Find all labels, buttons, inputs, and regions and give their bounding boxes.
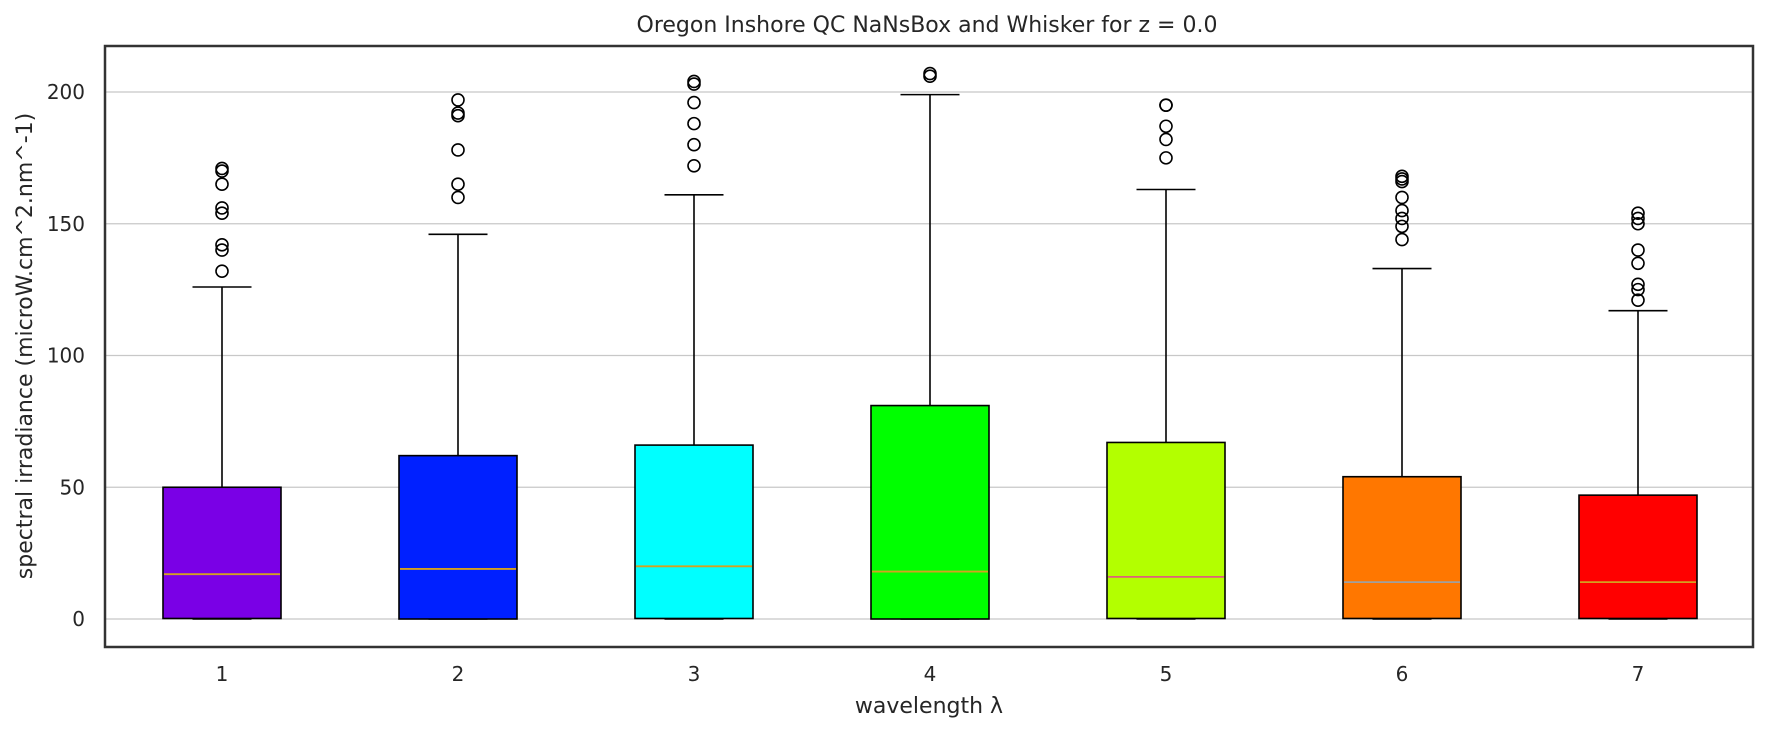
outlier-point bbox=[215, 161, 229, 176]
x-tick-label: 6 bbox=[1396, 662, 1409, 686]
box-series-5 bbox=[1106, 98, 1226, 620]
outlier-point bbox=[1631, 206, 1645, 221]
outlier-point bbox=[1631, 282, 1645, 297]
y-tick-label: 100 bbox=[47, 344, 85, 368]
x-axis-title: wavelength λ bbox=[855, 694, 1003, 719]
y-tick-label: 0 bbox=[72, 607, 85, 631]
outlier-point bbox=[923, 69, 937, 83]
x-tick-label: 3 bbox=[688, 662, 701, 686]
x-tick-label: 2 bbox=[452, 662, 465, 686]
box-series-1 bbox=[162, 161, 282, 620]
outlier-point bbox=[1631, 293, 1645, 307]
outlier-point bbox=[687, 116, 701, 131]
y-tick-labels: 0 50 100 150 200 bbox=[47, 80, 85, 631]
x-tick-labels: 1 2 3 4 5 6 7 bbox=[216, 662, 1645, 686]
box-iqr bbox=[634, 444, 754, 620]
chart-title: Oregon Inshore QC NaNsBox and Whisker fo… bbox=[637, 13, 1218, 38]
plot-frame bbox=[103, 44, 1755, 649]
outlier-point bbox=[215, 238, 229, 252]
box-iqr bbox=[1106, 441, 1226, 620]
outlier-point bbox=[687, 74, 701, 89]
outlier-point bbox=[923, 66, 937, 81]
outlier-point bbox=[215, 264, 229, 278]
x-tick-label: 1 bbox=[216, 662, 229, 686]
box-series-6 bbox=[1342, 169, 1462, 620]
outlier-point bbox=[687, 137, 701, 152]
outlier-point bbox=[687, 158, 701, 173]
outlier-point bbox=[1159, 98, 1173, 112]
outlier-point bbox=[1395, 219, 1409, 234]
outlier-point bbox=[1159, 132, 1173, 147]
outlier-point bbox=[1159, 119, 1173, 134]
outlier-point bbox=[215, 164, 229, 178]
box-series-7 bbox=[1578, 206, 1698, 620]
boxes-group bbox=[162, 66, 1698, 620]
y-gridlines bbox=[105, 91, 1753, 620]
outlier-point bbox=[1631, 256, 1645, 271]
outlier-point bbox=[451, 108, 465, 123]
x-tick-label: 5 bbox=[1160, 662, 1173, 686]
x-tick-label: 7 bbox=[1632, 662, 1645, 686]
y-tick-label: 200 bbox=[47, 80, 85, 104]
outlier-point bbox=[215, 206, 229, 221]
outlier-point bbox=[451, 190, 465, 205]
outlier-point bbox=[687, 95, 701, 110]
x-tick-label: 4 bbox=[924, 662, 937, 686]
outlier-point bbox=[1395, 211, 1409, 226]
outlier-point bbox=[1395, 203, 1409, 218]
outlier-point bbox=[1631, 277, 1645, 292]
box-iqr bbox=[1578, 494, 1698, 620]
outlier-point bbox=[451, 143, 465, 157]
box-series-4 bbox=[870, 66, 990, 620]
box-iqr bbox=[398, 454, 518, 620]
outlier-point bbox=[451, 106, 465, 120]
box-series-3 bbox=[634, 74, 754, 620]
outlier-point bbox=[1159, 151, 1173, 165]
y-tick-label: 50 bbox=[60, 475, 85, 499]
outlier-point bbox=[451, 177, 465, 192]
outlier-point bbox=[1631, 243, 1645, 257]
outlier-point bbox=[451, 93, 465, 107]
y-tick-label: 150 bbox=[47, 212, 85, 236]
box-series-2 bbox=[398, 93, 518, 620]
outlier-point bbox=[215, 243, 229, 257]
outlier-point bbox=[1395, 190, 1409, 205]
outlier-point bbox=[1395, 172, 1409, 186]
outlier-point bbox=[215, 177, 229, 192]
outlier-point bbox=[687, 77, 701, 91]
y-axis-title: spectral irradiance (microW.cm^2.nm^-1) bbox=[13, 113, 38, 579]
box-iqr bbox=[162, 486, 282, 620]
outlier-point bbox=[1395, 232, 1409, 247]
outlier-point bbox=[215, 201, 229, 215]
outlier-point bbox=[1631, 211, 1645, 226]
box-iqr bbox=[870, 404, 990, 620]
box-iqr bbox=[1342, 475, 1462, 620]
outlier-point bbox=[1631, 216, 1645, 231]
outlier-point bbox=[1395, 169, 1409, 184]
